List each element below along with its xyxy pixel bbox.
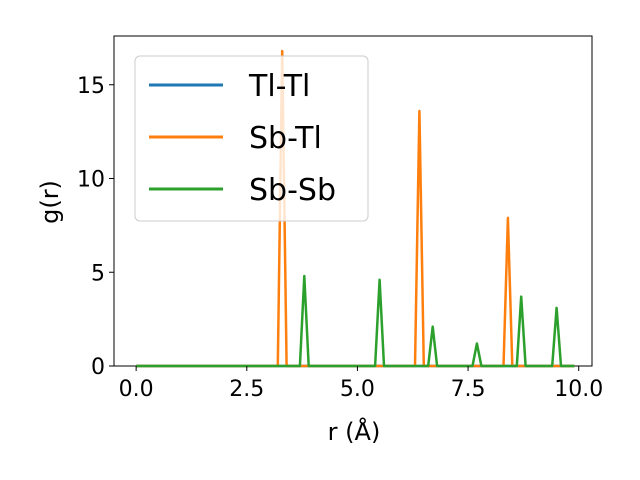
series-line-sb-sb bbox=[136, 274, 575, 368]
y-axis-ticks: 0 5 10 15 bbox=[77, 74, 114, 380]
x-axis-label: r (Å) bbox=[328, 417, 381, 446]
legend-label: Sb-Tl bbox=[249, 121, 322, 156]
legend-box bbox=[134, 55, 369, 222]
y-tick-label: 10 bbox=[77, 168, 105, 193]
legend: Tl-Tl Sb-Tl Sb-Sb bbox=[134, 55, 369, 222]
x-tick-label: 5.0 bbox=[340, 377, 375, 402]
y-tick-label: 15 bbox=[77, 74, 105, 99]
x-tick-label: 2.5 bbox=[229, 377, 264, 402]
y-tick-label: 5 bbox=[91, 261, 105, 286]
x-tick-label: 7.5 bbox=[451, 377, 486, 402]
x-axis-ticks: 0.0 2.5 5.0 7.5 10.0 bbox=[119, 366, 603, 402]
legend-label: Sb-Sb bbox=[249, 173, 336, 208]
y-axis-label: g(r) bbox=[36, 180, 64, 224]
legend-label: Tl-Tl bbox=[248, 69, 310, 104]
x-tick-label: 0.0 bbox=[119, 377, 154, 402]
y-tick-label: 0 bbox=[91, 355, 105, 380]
x-tick-label: 10.0 bbox=[554, 377, 603, 402]
